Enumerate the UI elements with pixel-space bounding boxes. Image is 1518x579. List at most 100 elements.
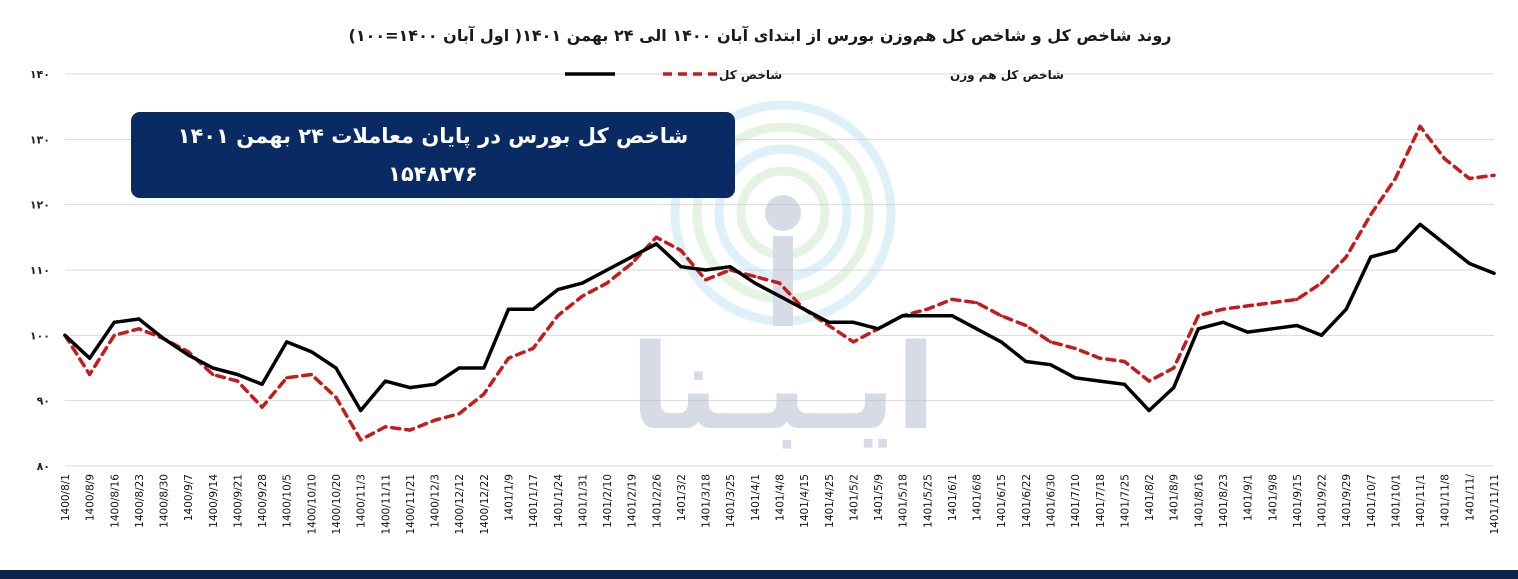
point-equal-weight-index <box>1122 359 1126 364</box>
x-tick-label: 1401/6/1 <box>947 474 959 521</box>
point-equal-weight-index <box>975 301 979 305</box>
x-tick-label: 1401/3/25 <box>725 474 737 528</box>
info-banner: شاخص کل بورس در پایان معاملات ۲۴ بهمن ۱۴… <box>131 112 735 198</box>
point-total-index <box>901 314 905 318</box>
point-equal-weight-index <box>137 327 141 331</box>
x-tick-label: 1401/9/15 <box>1292 474 1304 528</box>
point-total-index <box>975 327 979 331</box>
point-total-index <box>1467 261 1471 266</box>
point-total-index <box>506 307 511 311</box>
point-total-index <box>1369 255 1373 259</box>
point-equal-weight-index <box>1467 176 1471 181</box>
watermark: ایـبـنا <box>630 100 936 456</box>
watermark-text: ایـبـنا <box>630 318 936 456</box>
point-equal-weight-index <box>753 274 757 279</box>
point-total-index <box>925 314 929 318</box>
point-equal-weight-index <box>1270 301 1274 305</box>
point-total-index <box>630 255 634 259</box>
point-total-index <box>580 281 585 285</box>
point-equal-weight-index <box>112 333 116 337</box>
point-equal-weight-index <box>285 376 289 380</box>
point-total-index <box>1048 363 1053 367</box>
x-tick-label: 1401/9/1 <box>1243 474 1255 521</box>
y-tick-label: ۱۳۰ <box>30 133 50 146</box>
point-total-index <box>1221 320 1225 324</box>
point-total-index <box>457 366 461 370</box>
x-tick-label: 1401/11/11 <box>1489 474 1501 535</box>
point-total-index <box>433 382 437 386</box>
x-tick-label: 1401/3/18 <box>701 474 713 528</box>
point-total-index <box>728 265 732 269</box>
x-tick-label: 1401/9/29 <box>1341 474 1353 528</box>
point-total-index <box>63 333 67 337</box>
point-equal-weight-index <box>1418 124 1422 128</box>
x-tick-label: 1401/1/17 <box>528 474 540 528</box>
point-total-index <box>704 268 708 272</box>
point-equal-weight-index <box>1344 255 1348 259</box>
point-equal-weight-index <box>851 340 856 344</box>
x-tick-label: 1400/8/9 <box>85 474 97 521</box>
point-equal-weight-index <box>999 314 1003 318</box>
x-tick-label: 1400/8/16 <box>109 474 121 528</box>
point-equal-weight-index <box>531 346 535 350</box>
x-tick-label: 1401/4/15 <box>799 474 811 528</box>
point-total-index <box>679 265 683 269</box>
x-tick-label: 1401/6/30 <box>1046 474 1058 528</box>
x-tick-label: 1401/2/26 <box>651 474 663 528</box>
x-tick-label: 1400/10/5 <box>282 474 294 528</box>
x-tick-label: 1400/11/11 <box>380 474 392 535</box>
x-tick-label: 1401/11/1 <box>1415 474 1427 528</box>
x-tick-label: 1400/8/23 <box>134 474 146 528</box>
y-axis-tick-labels: ۸۰ ۹۰ ۱۰۰ ۱۱۰ ۱۲۰ ۱۳۰ ۱۴۰ <box>30 68 50 473</box>
point-total-index <box>1295 323 1299 328</box>
x-tick-label: 1401/6/22 <box>1021 474 1033 528</box>
point-equal-weight-index <box>654 235 658 239</box>
point-total-index <box>1172 386 1176 390</box>
point-equal-weight-index <box>235 379 240 383</box>
point-total-index <box>851 320 856 324</box>
point-total-index <box>753 281 757 285</box>
point-equal-weight-index <box>334 395 338 399</box>
point-equal-weight-index <box>1098 356 1102 360</box>
x-tick-label: 1401/4/8 <box>775 474 787 521</box>
x-tick-label: 1401/2/19 <box>627 474 639 528</box>
point-equal-weight-index <box>704 278 708 282</box>
point-total-index <box>876 327 880 331</box>
point-total-index <box>137 317 141 321</box>
point-total-index <box>186 353 190 357</box>
point-total-index <box>1319 333 1324 337</box>
point-total-index <box>88 356 92 360</box>
point-equal-weight-index <box>605 281 609 285</box>
x-tick-label: 1401/7/10 <box>1070 474 1082 528</box>
x-tick-label: 1400/9/21 <box>232 474 244 528</box>
y-tick-label: ۱۲۰ <box>30 199 50 212</box>
x-tick-label: 1401/3/2 <box>676 474 688 521</box>
point-total-index <box>1443 242 1447 246</box>
x-tick-label: 1401/8/9 <box>1169 474 1181 521</box>
x-tick-label: 1401/8/23 <box>1218 474 1230 528</box>
point-equal-weight-index <box>408 428 412 432</box>
x-tick-label: 1400/11/21 <box>405 474 417 535</box>
x-tick-label: 1401/11/ <box>1464 474 1476 522</box>
point-equal-weight-index <box>1073 346 1077 350</box>
x-tick-label: 1400/8/1 <box>60 474 72 521</box>
x-tick-label: 1401/1/24 <box>553 474 565 528</box>
point-equal-weight-index <box>1393 176 1397 181</box>
y-tick-label: ۱۴۰ <box>30 68 50 81</box>
point-total-index <box>1073 376 1077 380</box>
banner-line1: شاخص کل بورس در پایان معاملات ۲۴ بهمن ۱۴… <box>178 124 689 148</box>
point-total-index <box>802 307 806 311</box>
legend-label-equal-weight: شاخص کل هم وزن <box>950 68 1064 83</box>
point-equal-weight-index <box>211 372 215 377</box>
x-tick-label: 1401/5/2 <box>848 474 860 521</box>
x-tick-label: 1401/8/2 <box>1144 474 1156 521</box>
point-equal-weight-index <box>1369 212 1373 217</box>
point-total-index <box>605 268 609 272</box>
point-total-index <box>1270 327 1274 331</box>
point-total-index <box>408 386 412 390</box>
point-total-index <box>162 337 166 341</box>
point-total-index <box>950 314 954 318</box>
series-total-index <box>63 222 1496 413</box>
x-tick-label: 1400/10/10 <box>306 474 318 535</box>
